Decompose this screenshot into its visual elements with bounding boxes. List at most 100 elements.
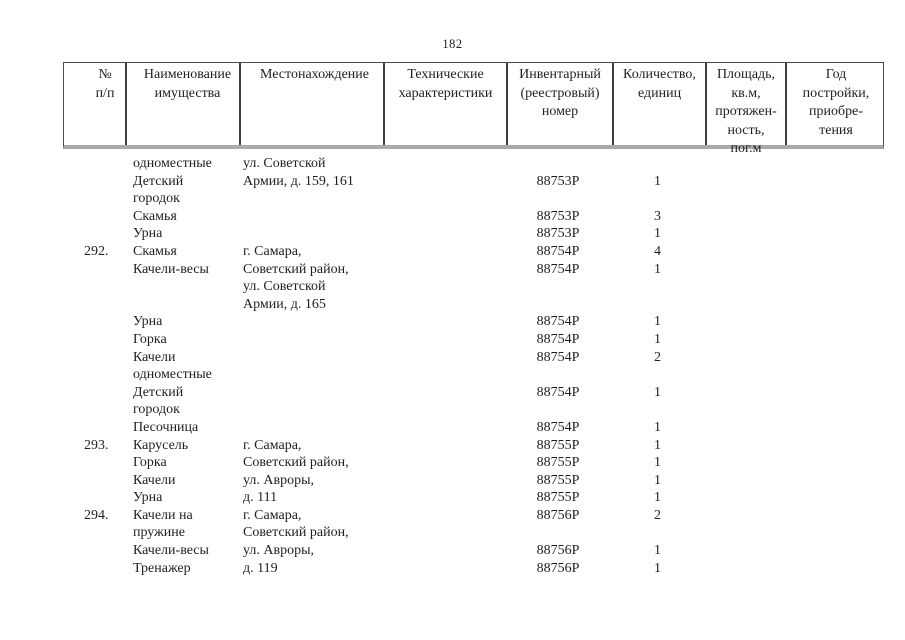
cell-name: Скамья xyxy=(133,243,177,259)
cell-num xyxy=(63,524,124,542)
table-row: одноместные xyxy=(63,366,885,384)
cell-location: г. Самара, xyxy=(243,437,302,453)
cell-location xyxy=(238,419,382,437)
cell-year xyxy=(784,190,884,208)
page-number: 182 xyxy=(442,37,463,51)
cell-name: Детский xyxy=(133,173,184,189)
table-row: Качели ул. Авроры, 88755Р 1 xyxy=(63,472,885,490)
column-header-year: Год постройки, приобре- тения xyxy=(785,63,885,145)
cell-area xyxy=(704,349,784,367)
cell-name: городок xyxy=(133,402,180,418)
cell-location xyxy=(238,384,382,402)
cell-location xyxy=(238,331,382,349)
cell-num xyxy=(63,560,124,578)
cell-qty xyxy=(611,296,704,314)
cell-tech xyxy=(382,225,505,243)
cell-num xyxy=(63,542,124,560)
table-row: Песочница 88754Р 1 xyxy=(63,419,885,437)
table-row: 293. Карусель г. Самара, 88755Р 1 xyxy=(63,437,885,455)
cell-year xyxy=(784,489,884,507)
cell-name: Качели xyxy=(133,472,176,488)
cell-num xyxy=(63,419,124,437)
cell-inventory xyxy=(505,401,611,419)
cell-location: ул. Советской xyxy=(243,156,326,171)
table-row: городок xyxy=(63,401,885,419)
cell-tech xyxy=(382,296,505,314)
cell-qty: 1 xyxy=(654,331,661,347)
cell-tech xyxy=(382,331,505,349)
cell-location xyxy=(238,190,382,208)
cell-num xyxy=(63,366,124,384)
cell-year xyxy=(784,243,884,261)
cell-tech xyxy=(382,261,505,279)
cell-area xyxy=(704,208,784,226)
cell-inventory: 88755Р xyxy=(536,437,580,453)
cell-num xyxy=(63,313,124,331)
cell-qty: 3 xyxy=(654,208,661,224)
cell-num: 294. xyxy=(84,507,109,523)
cell-year xyxy=(784,472,884,490)
table-row: Качели-весы Советский район, 88754Р 1 xyxy=(63,261,885,279)
cell-year xyxy=(784,313,884,331)
table-header-row: № п/п Наименование имущества Местонахожден… xyxy=(63,62,885,156)
cell-tech xyxy=(382,173,505,191)
cell-location xyxy=(238,401,382,419)
cell-num xyxy=(63,384,124,402)
cell-inventory: 88755Р xyxy=(536,472,580,488)
cell-tech xyxy=(382,489,505,507)
column-header-tech: Технические характеристики xyxy=(383,63,506,145)
table-row: Урна 88754Р 1 xyxy=(63,313,885,331)
cell-qty: 1 xyxy=(654,437,661,453)
table-row: 292. Скамья г. Самара, 88754Р 4 xyxy=(63,243,885,261)
cell-qty: 1 xyxy=(654,543,661,559)
table-row: Скамья 88753Р 3 xyxy=(63,208,885,226)
cell-location: г. Самара, xyxy=(243,507,302,523)
cell-name: Скамья xyxy=(133,208,177,224)
cell-qty: 1 xyxy=(654,455,661,471)
table-row: Детский Армии, д. 159, 161 88753Р 1 xyxy=(63,173,885,191)
cell-name: одноместные xyxy=(133,367,212,383)
cell-inventory: 88755Р xyxy=(536,455,580,471)
cell-qty: 1 xyxy=(654,314,661,330)
cell-area xyxy=(704,524,784,542)
cell-name: Карусель xyxy=(133,437,189,453)
cell-area xyxy=(704,155,784,173)
cell-year xyxy=(784,524,884,542)
cell-location: г. Самара, xyxy=(243,243,302,259)
cell-tech xyxy=(382,190,505,208)
cell-area xyxy=(704,472,784,490)
cell-num xyxy=(63,349,124,367)
cell-tech xyxy=(382,366,505,384)
cell-area xyxy=(704,560,784,578)
cell-qty: 1 xyxy=(654,419,661,435)
cell-tech xyxy=(382,401,505,419)
table-row: Качели-весы ул. Авроры, 88756Р 1 xyxy=(63,542,885,560)
cell-year xyxy=(784,401,884,419)
property-register-table: № п/п Наименование имущества Местонахожден… xyxy=(63,62,885,577)
cell-inventory: 88754Р xyxy=(536,419,580,435)
cell-num xyxy=(63,155,124,173)
table-row: Армии, д. 165 xyxy=(63,296,885,314)
cell-name: одноместные xyxy=(133,156,212,171)
cell-year xyxy=(784,296,884,314)
cell-inventory: 88753Р xyxy=(536,173,580,189)
column-header-name: Наименование имущества xyxy=(125,63,239,145)
table-row: одноместные ул. Советской xyxy=(63,155,885,173)
cell-inventory xyxy=(505,155,611,173)
column-header-qty: Количество, единиц xyxy=(612,63,705,145)
cell-tech xyxy=(382,472,505,490)
cell-tech xyxy=(382,155,505,173)
table-row: Урна 88753Р 1 xyxy=(63,225,885,243)
cell-qty: 1 xyxy=(654,472,661,488)
cell-qty: 2 xyxy=(654,349,661,365)
cell-area xyxy=(704,331,784,349)
cell-inventory: 88754Р xyxy=(536,261,580,277)
cell-inventory: 88754Р xyxy=(536,243,580,259)
cell-area xyxy=(704,401,784,419)
cell-num: 293. xyxy=(84,437,109,453)
cell-area xyxy=(704,313,784,331)
cell-inventory xyxy=(505,524,611,542)
cell-inventory: 88756Р xyxy=(536,543,580,559)
cell-location: ул. Авроры, xyxy=(243,543,314,559)
